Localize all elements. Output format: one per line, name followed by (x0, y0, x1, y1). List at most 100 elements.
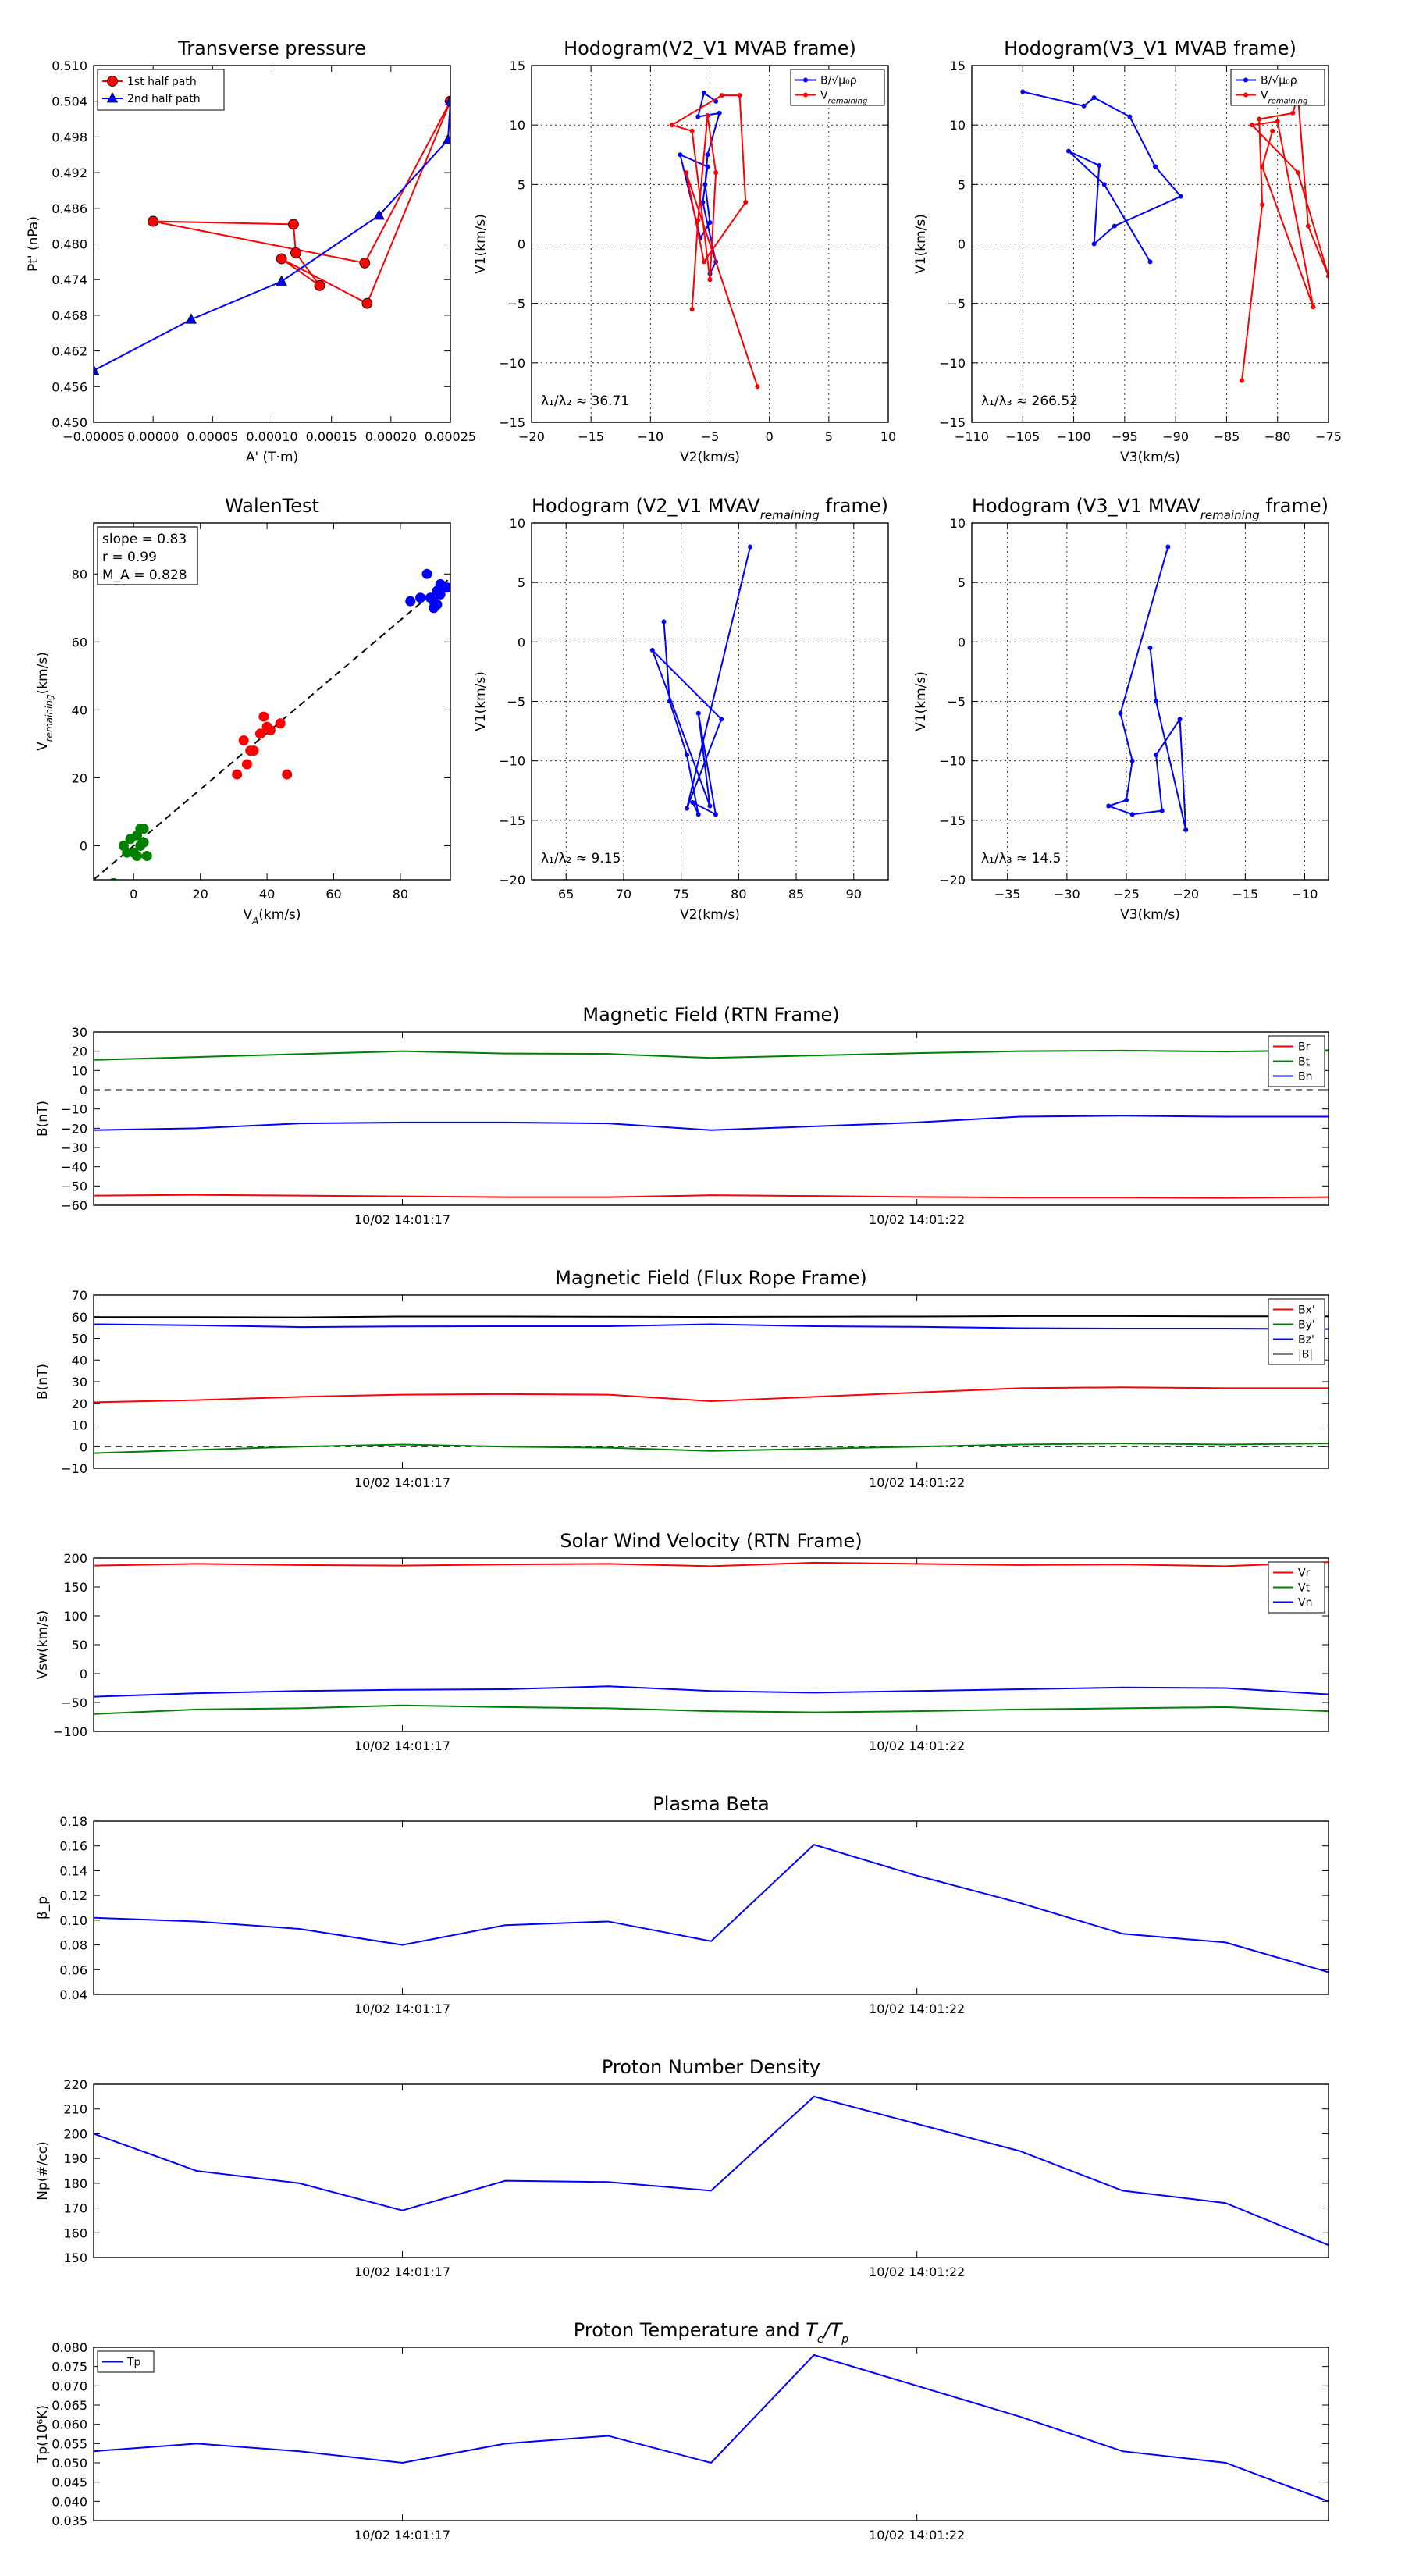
y-tick-label: 5 (958, 575, 966, 590)
x-tick-label: −20 (1172, 887, 1199, 902)
x-axis-label: V2(km/s) (680, 450, 740, 465)
x-tick-label: −100 (1057, 429, 1091, 444)
data-point (1165, 544, 1171, 550)
y-tick-label: −20 (939, 873, 966, 888)
plot-area (972, 523, 1329, 880)
x-tick-label: 10/02 14:01:17 (354, 2001, 450, 2016)
chart-title: Hodogram(V2_V1 MVAB frame) (564, 37, 856, 59)
y-tick-label: 0.450 (52, 415, 87, 430)
plot-area (94, 2095, 1329, 2247)
series-line (1106, 546, 1187, 831)
series-vt (94, 1704, 1329, 1715)
axes-frame (93, 2347, 1329, 2521)
x-axis-label: A' (T·m) (246, 450, 298, 465)
data-point (684, 170, 689, 176)
plot-area (94, 1049, 1329, 1199)
data-point (1101, 182, 1107, 187)
x-tick-label: −90 (1162, 429, 1189, 444)
data-point (649, 647, 655, 653)
y-tick-label: 0.060 (52, 2418, 87, 2432)
legend-label: 1st half path (127, 76, 197, 88)
data-point (1081, 103, 1087, 109)
plot-area (94, 1561, 1329, 1715)
axes-frame (971, 522, 1329, 881)
series-bn (94, 1115, 1329, 1131)
x-tick-label: 0.00010 (246, 429, 297, 444)
chart-np: Proton Number Density 10/02 14:01:17 10/02… (35, 2056, 1329, 2279)
y-tick-label: 20 (72, 770, 87, 785)
series-bz- (94, 1323, 1329, 1330)
x-tick-label: 10/02 14:01:22 (869, 2528, 965, 2542)
y-tick-label: −10 (499, 356, 525, 371)
y-tick-label: 0.498 (52, 130, 87, 144)
x-tick-label: 10 (880, 429, 896, 444)
data-point (282, 769, 293, 780)
y-tick-label: −10 (61, 1461, 87, 1476)
chart-mag_rtn: Magnetic Field (RTN Frame) 10/02 14:01:17… (35, 1004, 1329, 1227)
series-2nd-half-path (94, 94, 450, 375)
plot-area (94, 1315, 1329, 1454)
series-line (678, 91, 721, 275)
x-tick-label: −110 (955, 429, 989, 444)
legend-label: Vremaining (1261, 90, 1307, 106)
y-tick-label: 0.480 (52, 237, 87, 252)
y-tick-label: 10 (72, 1418, 87, 1433)
data-point (1270, 128, 1275, 133)
series-vn (109, 824, 152, 880)
axes-frame (531, 65, 889, 423)
data-point (1118, 710, 1123, 716)
chart-tpt: Proton Temperature and Te/Tp 10/02 14:01:… (35, 2319, 1329, 2542)
chart-title: Transverse pressure (177, 37, 366, 59)
y-tick-label: 180 (63, 2176, 87, 2191)
chart-h31: Hodogram(V3_V1 MVAB frame)−110 −105 −100 −9… (913, 37, 1342, 465)
chart-title: WalenTest (225, 495, 319, 517)
y-tick-label: 0.492 (52, 165, 87, 180)
data-point (425, 592, 436, 603)
y-axis-label: Tp(10⁶K) (35, 2405, 51, 2464)
x-tick-label: −85 (1214, 429, 1240, 444)
y-tick-label: 0.08 (59, 1938, 87, 1953)
x-tick-label: 70 (616, 887, 631, 902)
data-point (290, 247, 301, 258)
chart-h31r: Hodogram (V3_V1 MVAVremaining frame) −35 −… (913, 495, 1329, 923)
y-tick-label: 0.050 (52, 2456, 87, 2471)
x-tick-label: 0.00015 (306, 429, 357, 444)
y-tick-label: 0 (80, 1439, 87, 1454)
y-tick-label: 50 (72, 1638, 87, 1653)
plot-area (972, 66, 1329, 422)
legend-label: Bx' (1298, 1304, 1315, 1317)
series-b- (1020, 89, 1183, 265)
chart-title: Proton Temperature and Te/Tp (574, 2319, 849, 2346)
legend-marker (1243, 92, 1248, 98)
y-tick-label: 0 (958, 237, 966, 252)
y-tick-label: 0 (958, 635, 966, 649)
data-point (661, 619, 667, 624)
y-tick-label: −15 (499, 813, 525, 828)
y-tick-label: 0.486 (52, 201, 87, 216)
legend-box (97, 69, 225, 111)
x-tick-label: −10 (637, 429, 663, 444)
y-tick-label: 0.10 (59, 1913, 87, 1928)
series-line (94, 1561, 1329, 1567)
legend-label: Vt (1298, 1582, 1311, 1595)
series-np (94, 2095, 1329, 2247)
data-point (705, 152, 710, 158)
data-point (415, 592, 426, 603)
x-tick-label: −80 (1264, 429, 1291, 444)
y-axis-label: Pt' (nPa) (26, 216, 41, 272)
y-tick-label: 60 (72, 1310, 87, 1325)
data-point (689, 307, 695, 312)
y-tick-label: 30 (72, 1025, 87, 1040)
x-tick-label: 0 (766, 429, 774, 444)
legend-label: Tp (126, 2357, 141, 2369)
data-point (1183, 827, 1189, 833)
data-point (1295, 170, 1300, 176)
y-tick-label: 200 (63, 2126, 87, 2141)
data-point (713, 170, 719, 176)
series-vn (94, 1685, 1329, 1698)
data-point (685, 753, 690, 758)
y-axis-label: Np(#/cc) (35, 2141, 51, 2200)
y-tick-label: 0.055 (52, 2436, 87, 2451)
data-point (689, 128, 695, 133)
data-point (695, 114, 701, 119)
